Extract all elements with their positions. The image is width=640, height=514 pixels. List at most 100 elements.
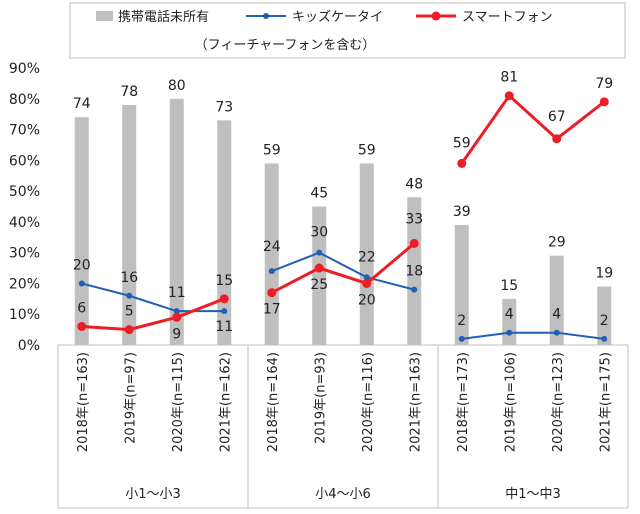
smartphone-data-label: 17 xyxy=(263,302,281,318)
kids-phone-data-label: 4 xyxy=(552,307,561,323)
bar-data-label: 73 xyxy=(215,99,233,115)
smartphone-data-label: 9 xyxy=(172,326,181,342)
y-tick-label: 10% xyxy=(9,307,40,323)
group-label: 中1～中3 xyxy=(505,487,561,502)
bar-data-label: 39 xyxy=(453,204,471,220)
category-label: 2019年(n=97) xyxy=(123,352,138,444)
y-tick-label: 40% xyxy=(9,215,40,231)
smartphone-point xyxy=(599,97,609,107)
kids-phone-point xyxy=(411,286,418,293)
smartphone-point xyxy=(219,294,229,304)
kids-phone-data-label: 24 xyxy=(263,239,281,255)
bar-not-owned xyxy=(454,224,469,345)
smartphone-data-label: 5 xyxy=(125,304,134,320)
kids-phone-point xyxy=(553,329,560,336)
category-label: 2020年(n=116) xyxy=(361,352,376,452)
smartphone-data-label: 67 xyxy=(548,109,566,125)
smartphone-point xyxy=(124,325,134,335)
bar-not-owned xyxy=(264,163,279,345)
bar-not-owned xyxy=(407,197,422,345)
bar-not-owned xyxy=(74,117,89,345)
smartphone-point xyxy=(552,134,562,144)
kids-phone-line xyxy=(81,282,225,313)
kids-phone-line xyxy=(271,251,415,291)
bar-data-label: 45 xyxy=(310,186,328,202)
bar-data-label: 78 xyxy=(120,84,138,100)
kids-phone-point xyxy=(601,335,608,342)
smartphone-point xyxy=(267,288,277,298)
category-label: 2020年(n=115) xyxy=(171,352,186,452)
kids-phone-point xyxy=(506,329,513,336)
legend-label-not-owned: 携帯電話未所有 xyxy=(118,9,209,25)
smartphone-point xyxy=(77,322,87,332)
category-label: 2021年(n=175) xyxy=(598,352,613,452)
y-tick-label: 90% xyxy=(9,61,40,77)
kids-phone-data-label: 11 xyxy=(215,319,233,335)
legend-label-kids-phone: キッズケータイ xyxy=(292,9,383,25)
kids-phone-point xyxy=(316,249,323,256)
category-label: 2021年(n=163) xyxy=(408,352,423,452)
bar-not-owned xyxy=(359,163,374,345)
kids-phone-data-label: 18 xyxy=(405,264,423,280)
bar-not-owned xyxy=(122,104,137,345)
smartphone-line xyxy=(81,297,225,332)
kids-phone-line xyxy=(461,331,605,340)
legend-marker-kids-phone xyxy=(263,13,269,19)
kids-phone-data-label: 20 xyxy=(73,257,91,273)
bar-not-owned xyxy=(549,255,564,345)
smartphone-point xyxy=(172,312,182,322)
category-label: 2018年(n=164) xyxy=(266,352,281,452)
kids-phone-point xyxy=(126,292,133,299)
smartphone-point xyxy=(314,263,324,273)
category-label: 2021年(n=162) xyxy=(218,352,233,452)
smartphone-point xyxy=(504,91,514,101)
legend-note: （フィーチャーフォンを含む） xyxy=(195,37,376,53)
bar-not-owned xyxy=(312,206,327,345)
kids-phone-point xyxy=(78,280,85,287)
kids-phone-data-label: 22 xyxy=(358,249,376,265)
bar-data-label: 15 xyxy=(500,278,518,294)
legend-swatch-not-owned xyxy=(96,11,113,21)
legend-marker-smartphone xyxy=(431,11,441,21)
category-label: 2019年(n=93) xyxy=(313,352,328,444)
legend-label-smartphone: スマートフォン xyxy=(462,10,553,25)
y-tick-label: 30% xyxy=(9,246,40,262)
smartphone-point xyxy=(457,158,467,168)
bar-data-label: 29 xyxy=(548,235,566,251)
bar-not-owned xyxy=(169,98,184,346)
bar-data-label: 80 xyxy=(168,78,186,94)
y-tick-label: 60% xyxy=(9,153,40,169)
bar-data-label: 19 xyxy=(595,266,613,282)
legend-box xyxy=(69,2,626,59)
kids-phone-data-label: 2 xyxy=(457,313,466,329)
smartphone-data-label: 6 xyxy=(77,301,86,317)
bar-data-label: 59 xyxy=(358,142,376,158)
kids-phone-data-label: 11 xyxy=(168,285,186,301)
bar-data-label: 74 xyxy=(73,96,91,112)
kids-phone-point xyxy=(221,308,228,315)
kids-phone-point xyxy=(268,268,275,275)
bar-data-label: 59 xyxy=(263,142,281,158)
bar-not-owned xyxy=(217,120,232,345)
group-label: 小4～小6 xyxy=(315,487,371,502)
smartphone-data-label: 79 xyxy=(595,76,613,92)
y-tick-label: 50% xyxy=(9,184,40,200)
smartphone-data-label: 25 xyxy=(310,277,328,293)
smartphone-data-label: 33 xyxy=(405,211,423,227)
smartphone-data-label: 59 xyxy=(453,135,471,151)
bar-data-label: 48 xyxy=(405,176,423,192)
bar-not-owned xyxy=(597,286,612,345)
y-tick-label: 0% xyxy=(18,338,40,354)
category-label: 2018年(n=163) xyxy=(76,352,91,452)
smartphone-point xyxy=(362,278,372,288)
category-label: 2018年(n=173) xyxy=(456,352,471,452)
smartphone-line xyxy=(271,242,416,295)
category-label: 2020年(n=123) xyxy=(551,352,566,452)
kids-phone-data-label: 30 xyxy=(310,225,328,241)
smartphone-data-label: 81 xyxy=(500,70,518,86)
smartphone-line xyxy=(460,93,606,165)
smartphone-point xyxy=(409,238,419,248)
kids-phone-data-label: 16 xyxy=(120,270,138,286)
